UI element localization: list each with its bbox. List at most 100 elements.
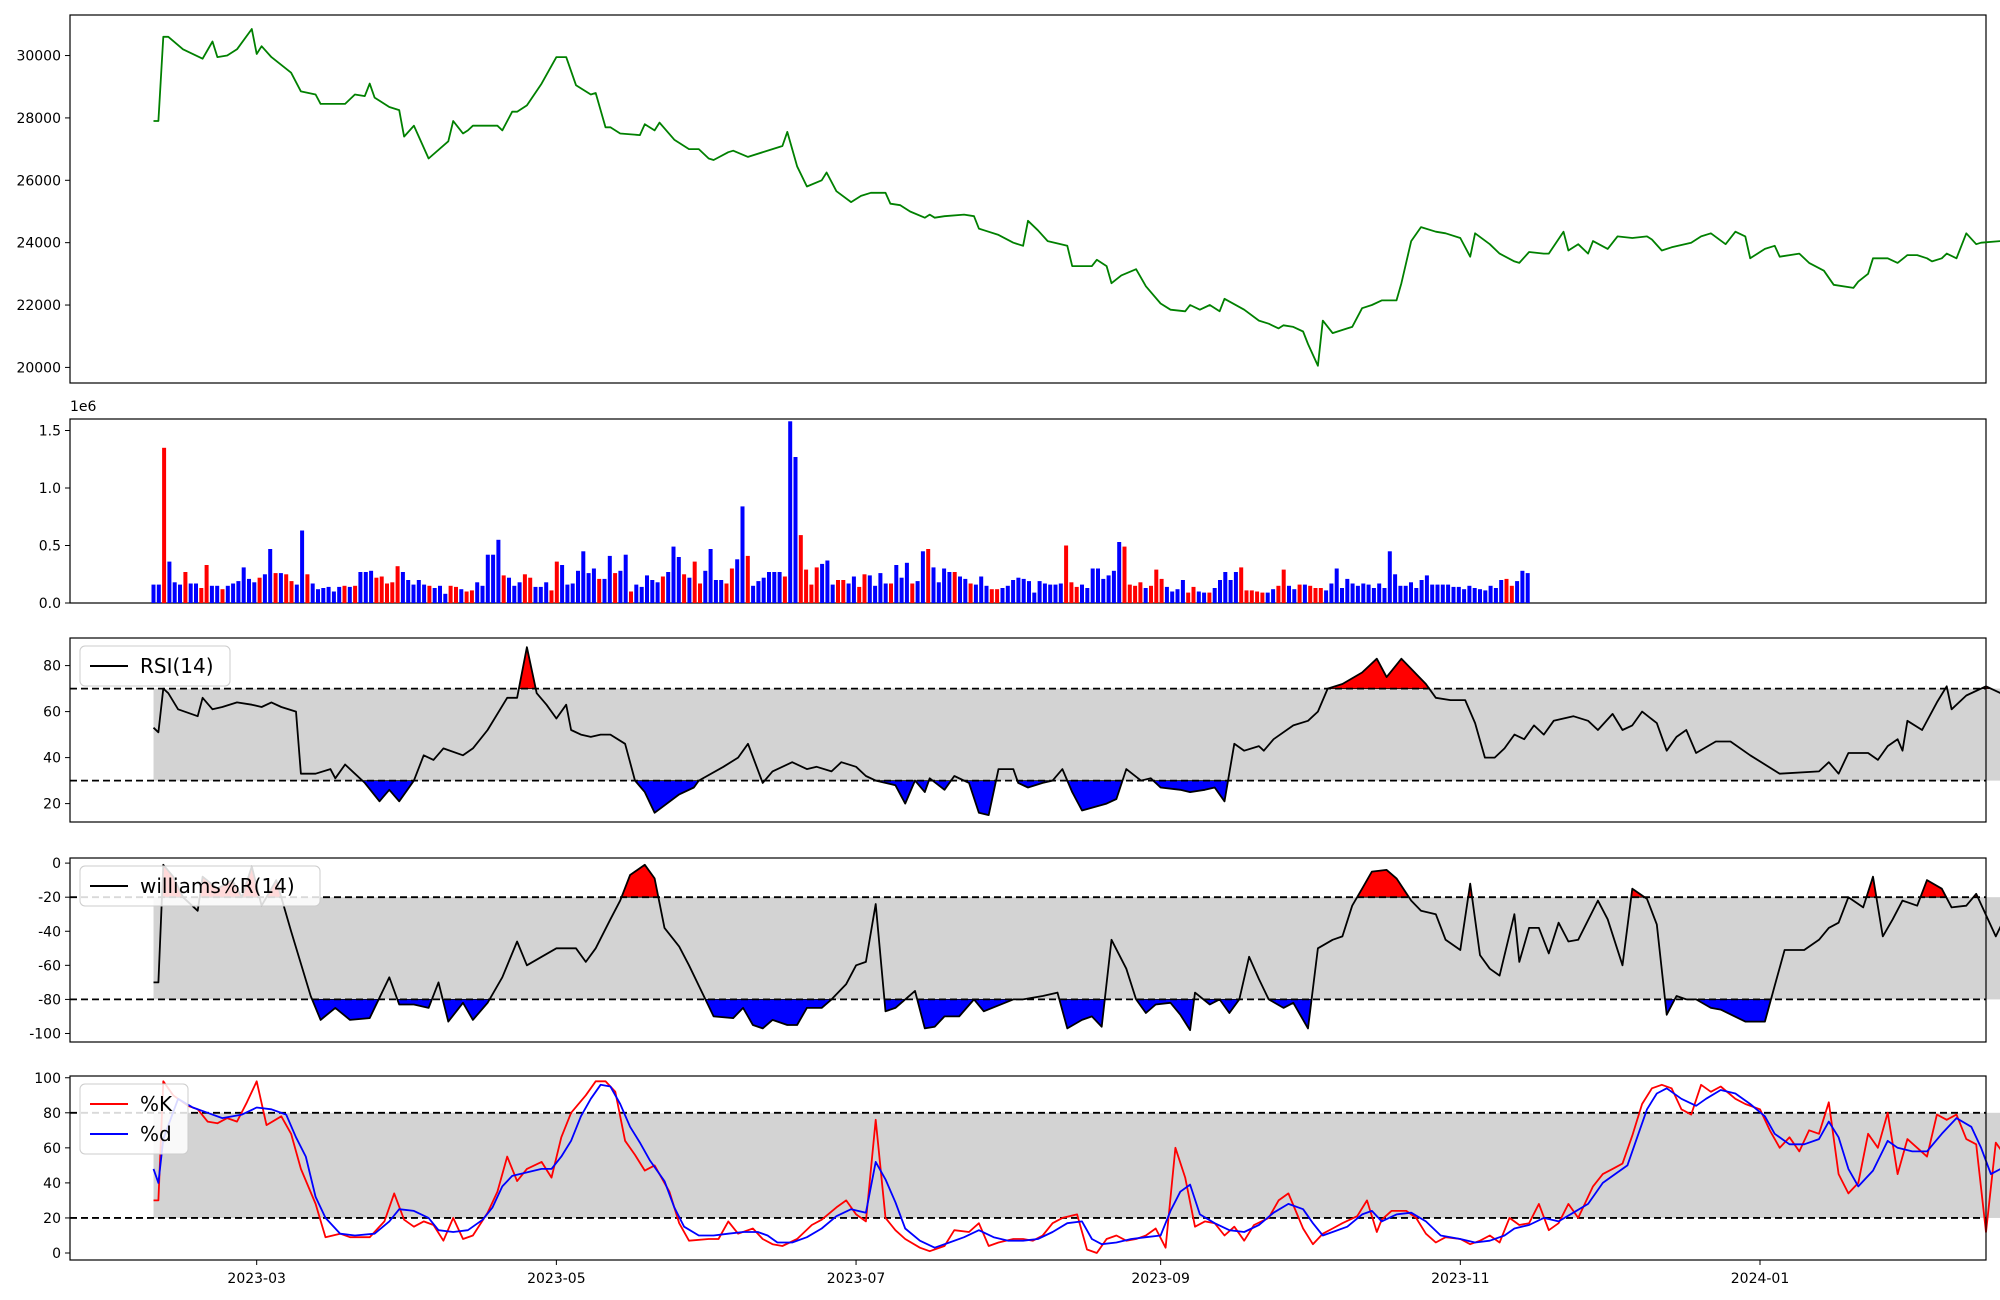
volume-bar xyxy=(257,577,262,603)
volume-bar xyxy=(782,576,787,603)
volume-bar xyxy=(1032,592,1037,603)
volume-bar xyxy=(1478,589,1482,603)
volume-bar xyxy=(1117,542,1122,603)
stoch-legend-box xyxy=(79,1083,189,1155)
volume-bar xyxy=(560,565,565,603)
volume-bar xyxy=(1186,592,1191,603)
stoch-y-tick-label: 20 xyxy=(43,1211,61,1227)
volume-bar xyxy=(1005,585,1010,604)
volume-bar xyxy=(347,586,352,603)
volume-bar xyxy=(867,575,872,603)
volume-bar xyxy=(1504,578,1509,603)
volume-bar xyxy=(512,585,517,604)
volume-bar xyxy=(310,583,315,603)
volume-bar xyxy=(1090,568,1095,603)
volume-bar xyxy=(1212,588,1217,603)
volume-y-tick-label: 0.5 xyxy=(39,539,61,555)
volume-bar xyxy=(1154,569,1159,603)
volume-bar xyxy=(772,572,777,603)
price-y-ticks: 20000 22000 24000 26000 28000 30000 xyxy=(16,49,70,376)
volume-bar xyxy=(1350,583,1355,603)
volume-bar xyxy=(698,583,702,603)
volume-bar xyxy=(995,589,1000,603)
volume-bar xyxy=(1048,584,1053,603)
volume-bar xyxy=(1106,575,1111,603)
volume-bar xyxy=(438,585,442,604)
volume-bar xyxy=(692,561,697,603)
volume-bar xyxy=(1387,551,1392,604)
volume-bar xyxy=(231,583,236,603)
volume-bar xyxy=(464,591,469,603)
volume-bar xyxy=(501,575,506,603)
volume-bar xyxy=(358,572,363,603)
volume-bar xyxy=(1313,588,1318,603)
volume-bar xyxy=(1409,582,1413,603)
volume-bar xyxy=(469,590,474,603)
volume-bar xyxy=(613,573,618,603)
volume-bar xyxy=(820,563,825,603)
volume-bar xyxy=(1180,580,1185,603)
volume-bar xyxy=(989,589,994,603)
volume-bar xyxy=(1159,578,1164,603)
volume-y-tick-label: 1.5 xyxy=(39,424,61,440)
rsi-line xyxy=(152,646,2000,816)
volume-bar xyxy=(1419,580,1424,603)
volume-bar xyxy=(1446,584,1451,603)
volume-bar xyxy=(1345,578,1350,603)
williams-y-tick-label: -20 xyxy=(38,890,61,906)
williams-y-ticks: 0 -20 -40 -60 -80 -100 xyxy=(29,856,70,1042)
volume-bar xyxy=(586,573,591,603)
williams-band xyxy=(153,897,2000,1000)
volume-bar xyxy=(369,570,374,603)
volume-bar xyxy=(973,584,978,603)
rsi-oversold-fill-region xyxy=(875,780,916,805)
volume-bar xyxy=(1191,586,1196,603)
volume-bar xyxy=(1324,590,1329,603)
volume-bar xyxy=(1398,585,1403,604)
volume-bar xyxy=(178,584,182,603)
volume-bar xyxy=(1111,570,1116,603)
volume-bar xyxy=(554,561,559,603)
volume-y-tick-label: 0.0 xyxy=(39,596,61,612)
volume-bar xyxy=(480,585,485,604)
volume-bar xyxy=(745,555,750,603)
volume-bar xyxy=(262,574,267,604)
volume-bar xyxy=(814,567,819,603)
volume-bar xyxy=(1525,573,1530,603)
x-tick-label: 2023-11 xyxy=(1431,1271,1490,1287)
volume-bar xyxy=(570,583,575,603)
volume-scale-label: 1e6 xyxy=(70,399,97,415)
volume-bar xyxy=(862,574,867,604)
volume-bar xyxy=(1265,592,1270,603)
rsi-y-tick-label: 20 xyxy=(43,797,61,813)
volume-bar xyxy=(1223,572,1228,603)
volume-bar xyxy=(1149,585,1153,604)
price-panel-frame xyxy=(69,14,1987,384)
volume-bar xyxy=(1451,586,1456,603)
volume-bar xyxy=(454,586,458,603)
volume-bar xyxy=(825,560,830,603)
volume-bar xyxy=(942,568,947,603)
rsi-legend-box xyxy=(79,645,231,687)
volume-bar xyxy=(1355,585,1360,604)
stoch-legend-label: %d xyxy=(140,1122,172,1146)
stoch-legend: %K %d xyxy=(79,1083,189,1155)
volume-bar xyxy=(1233,572,1238,603)
volume-bar xyxy=(443,593,448,603)
volume-bar xyxy=(947,572,952,603)
volume-bar xyxy=(1515,581,1520,603)
volume-bar xyxy=(883,583,888,603)
volume-bar xyxy=(1143,588,1148,603)
volume-bar xyxy=(618,570,623,603)
volume-bar xyxy=(1164,586,1169,603)
volume-bar xyxy=(1074,586,1079,603)
volume-bar xyxy=(1509,585,1514,604)
williams-oversold-fill-region xyxy=(1218,999,1241,1014)
volume-bar xyxy=(1228,580,1233,603)
volume-bar xyxy=(300,530,305,603)
volume-bar xyxy=(538,586,543,603)
volume-bar xyxy=(215,585,220,604)
volume-bar xyxy=(236,581,241,603)
volume-bar xyxy=(183,572,188,603)
